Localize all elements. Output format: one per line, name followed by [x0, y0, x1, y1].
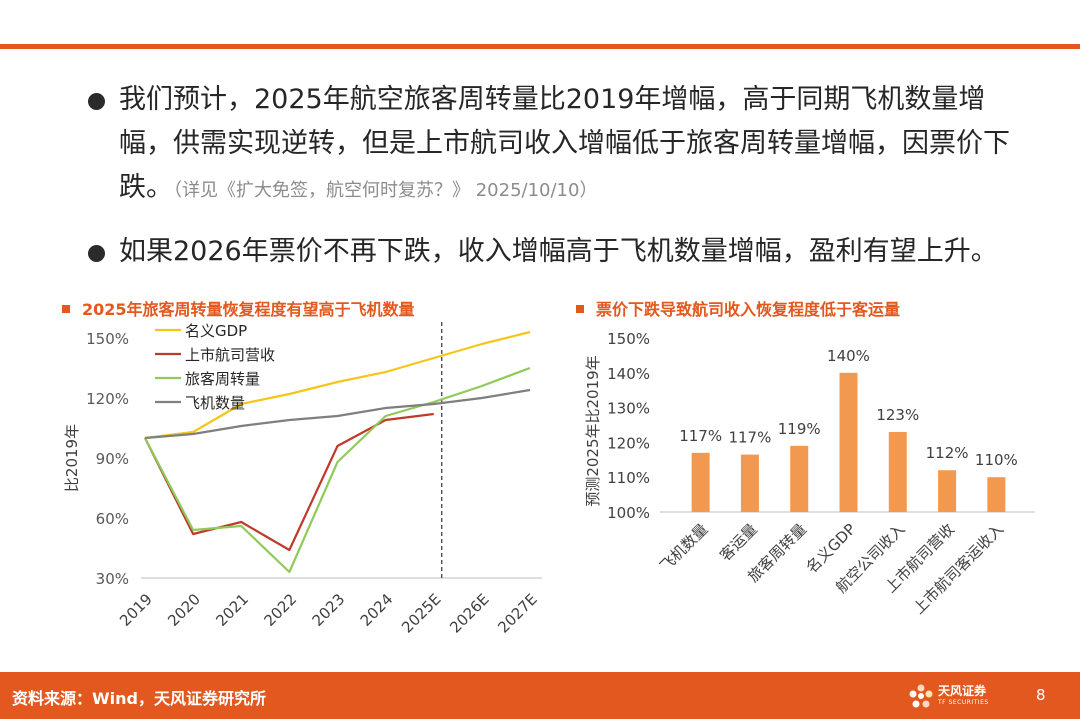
- y-axis-label: 预测2025年比2019年: [584, 355, 602, 506]
- y-axis-label: 比2019年: [63, 424, 81, 492]
- bullet-2-main: 如果2026年票价不再下跌，收入增幅高于飞机数量增幅，盈利有望上升。: [119, 236, 998, 267]
- title-square-icon: [62, 305, 70, 313]
- y-tick-label: 150%: [607, 330, 650, 348]
- x-tick-label: 2026E: [446, 590, 492, 636]
- y-tick-label: 60%: [96, 510, 129, 528]
- y-tick-label: 110%: [607, 469, 650, 487]
- data-label: 117%: [728, 429, 771, 447]
- y-tick-label: 100%: [607, 504, 650, 522]
- x-tick-label: 飞机数量: [656, 520, 711, 575]
- x-tick-label: 2022: [260, 590, 300, 630]
- legend-label: 飞机数量: [185, 394, 245, 412]
- legend-label: 名义GDP: [185, 322, 247, 340]
- x-tick-label: 2027E: [494, 590, 540, 636]
- y-tick-label: 140%: [607, 365, 650, 383]
- x-tick-label: 2020: [164, 590, 204, 630]
- company-logo: 天风证券 TF SECURITIES: [908, 680, 988, 714]
- legend-label: 上市航司营收: [185, 346, 275, 364]
- data-label: 117%: [679, 427, 722, 445]
- bar-chart: 100% 110% 120% 130% 140% 150% 预测2025年比2019年 117…: [584, 330, 1035, 618]
- title-square-icon: [576, 305, 584, 313]
- line-chart-title: 2025年旅客周转量恢复程度有望高于飞机数量: [62, 296, 415, 320]
- bullet-dot-1: [88, 93, 105, 110]
- bullet-text-2: 如果2026年票价不再下跌，收入增幅高于飞机数量增幅，盈利有望上升。: [119, 230, 1059, 274]
- star-logo-icon: [909, 684, 933, 708]
- bar: [790, 445, 809, 512]
- data-label: 123%: [876, 406, 919, 424]
- page-number: 8: [1036, 686, 1046, 704]
- series-line: [144, 366, 531, 574]
- bar: [839, 372, 858, 512]
- y-tick-label: 30%: [96, 570, 129, 588]
- bullet-text-1: 我们预计，2025年航空旅客周转量比2019年增幅，高于同期飞机数量增幅，供需实…: [119, 78, 1039, 213]
- bar: [691, 452, 710, 512]
- y-tick-label: 120%: [607, 434, 650, 452]
- x-tick-label: 2024: [357, 590, 397, 630]
- data-label: 112%: [926, 444, 969, 462]
- bar: [987, 477, 1006, 512]
- x-tick-label: 2019: [116, 590, 156, 630]
- series-line: [144, 388, 531, 440]
- bullet-1-reference: （详见《扩大免签，航空何时复苏？》 2025/10/10）: [173, 180, 598, 201]
- data-label: 110%: [975, 451, 1018, 469]
- logo-text-en: TF SECURITIES: [938, 699, 989, 706]
- bar-chart-title-text: 票价下跌导致航司收入恢复程度低于客运量: [596, 300, 901, 319]
- y-tick-label: 130%: [607, 400, 650, 418]
- x-tick-label: 上市航司客运收入: [910, 520, 1008, 618]
- logo-text-cn: 天风证券: [938, 684, 987, 698]
- bar: [740, 454, 759, 512]
- footer-source: 资料来源：Wind，天风证券研究所: [12, 689, 266, 708]
- x-tick-label: 2021: [212, 590, 252, 630]
- x-tick-label: 2025E: [398, 590, 444, 636]
- line-chart-title-text: 2025年旅客周转量恢复程度有望高于飞机数量: [82, 300, 415, 319]
- top-rule: [0, 44, 1080, 49]
- y-tick-label: 90%: [96, 450, 129, 468]
- y-tick-label: 120%: [86, 390, 129, 408]
- x-tick-label: 客运量: [716, 520, 761, 565]
- bar: [888, 431, 907, 512]
- data-label: 140%: [827, 347, 870, 365]
- bar: [938, 470, 957, 512]
- x-tick-label: 2023: [309, 590, 349, 630]
- series-line: [144, 330, 531, 440]
- series-line: [144, 412, 434, 552]
- y-tick-label: 150%: [86, 330, 129, 348]
- bullet-1-main: 我们预计，2025年航空旅客周转量比2019年增幅，高于同期飞机数量增幅，供需实…: [119, 84, 1010, 203]
- bullet-dot-2: [88, 245, 105, 262]
- legend-label: 旅客周转量: [185, 370, 260, 388]
- data-label: 119%: [778, 420, 821, 438]
- bar-chart-title: 票价下跌导致航司收入恢复程度低于客运量: [576, 296, 900, 320]
- footer-bar: [0, 672, 1080, 719]
